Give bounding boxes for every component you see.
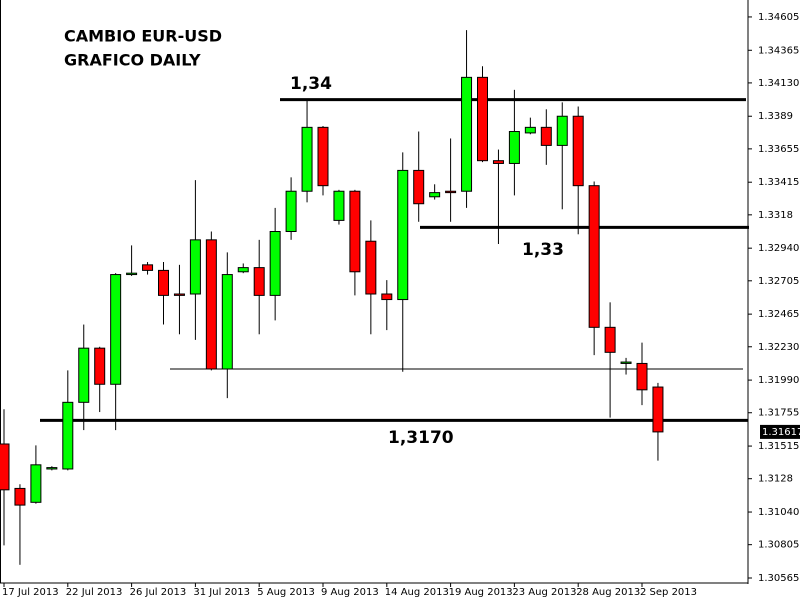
candle-body <box>445 190 457 194</box>
candle-body <box>588 185 600 328</box>
candle-body <box>429 192 441 198</box>
x-tick-label: 28 Aug 2013 <box>576 587 640 598</box>
candle-body <box>269 231 281 296</box>
x-tick-label: 9 Aug 2013 <box>321 587 379 598</box>
y-tick-label: 1.34365 <box>758 45 799 56</box>
annotation: 1,33 <box>522 240 564 260</box>
y-tick-label: 1.30805 <box>758 540 799 551</box>
candle-body <box>572 115 584 187</box>
candle-body <box>604 326 616 353</box>
candle-body <box>189 239 201 295</box>
candle-body <box>333 190 345 221</box>
x-tick-label: 19 Aug 2013 <box>449 587 513 598</box>
candle-body <box>14 487 26 506</box>
candle-body <box>524 126 536 134</box>
candle-body <box>540 126 552 146</box>
annotation: 1,3170 <box>388 428 454 448</box>
candle-body <box>237 267 249 273</box>
candle-body <box>492 160 504 164</box>
candle-body <box>0 443 10 491</box>
y-tick-label: 1.31990 <box>758 375 799 386</box>
candle-body <box>413 169 425 205</box>
candle-body <box>397 169 409 301</box>
chart-subtitle: GRAFICO DAILY <box>64 51 201 70</box>
last-price-label: 1.31617 <box>762 427 800 438</box>
candle-body <box>508 131 520 164</box>
candle-body <box>620 361 632 364</box>
last-price-box <box>760 424 800 439</box>
candle-body <box>94 347 106 385</box>
y-tick-label: 1.32230 <box>758 342 799 353</box>
y-tick-label: 1.34605 <box>758 12 799 23</box>
x-tick-label: 17 Jul 2013 <box>2 587 59 598</box>
candle-body <box>556 115 568 146</box>
y-tick-label: 1.31755 <box>758 408 799 419</box>
candle-body <box>285 190 297 233</box>
y-tick-label: 1.34130 <box>758 78 799 89</box>
candle-body <box>253 267 265 296</box>
y-tick-label: 1.32465 <box>758 309 799 320</box>
x-tick-label: 31 Jul 2013 <box>193 587 250 598</box>
candle-body <box>173 293 185 296</box>
candle-body <box>30 464 42 503</box>
candle-body <box>46 467 58 470</box>
candle-body <box>652 386 664 433</box>
y-tick-label: 1.3128 <box>758 474 793 485</box>
candle-body <box>317 126 329 187</box>
chart-title: CAMBIO EUR-USD <box>64 27 222 46</box>
candle-body <box>142 264 154 271</box>
candle-body <box>461 76 473 192</box>
y-tick-label: 1.33415 <box>758 177 799 188</box>
candle-body <box>158 269 169 296</box>
candle-body <box>110 274 122 385</box>
y-tick-label: 1.33655 <box>758 144 799 155</box>
candle-body <box>365 240 377 295</box>
y-tick-label: 1.31040 <box>758 507 799 518</box>
candle-body <box>349 190 361 273</box>
x-tick-label: 22 Jul 2013 <box>66 587 123 598</box>
y-tick-label: 1.32705 <box>758 276 799 287</box>
annotation: 1,34 <box>290 74 332 94</box>
x-tick-label: 26 Jul 2013 <box>130 587 187 598</box>
x-tick-label: 5 Aug 2013 <box>257 587 315 598</box>
candle-body <box>381 293 393 301</box>
candle-body <box>78 347 90 403</box>
y-tick-label: 1.31515 <box>758 441 799 452</box>
y-tick-label: 1.32940 <box>758 243 799 254</box>
y-tick-label: 1.3389 <box>758 111 793 122</box>
candle-body <box>62 401 74 470</box>
candle-body <box>301 126 313 192</box>
candle-body <box>477 76 488 162</box>
y-tick-label: 1.3318 <box>758 210 793 221</box>
candle-body <box>221 274 233 370</box>
candle-body <box>205 239 217 370</box>
x-tick-label: 2 Sep 2013 <box>640 587 697 598</box>
x-tick-label: 14 Aug 2013 <box>385 587 449 598</box>
candle-body <box>636 362 648 391</box>
y-tick-label: 1.30565 <box>758 573 799 584</box>
x-tick-label: 23 Aug 2013 <box>512 587 576 598</box>
candle-body <box>126 272 138 276</box>
